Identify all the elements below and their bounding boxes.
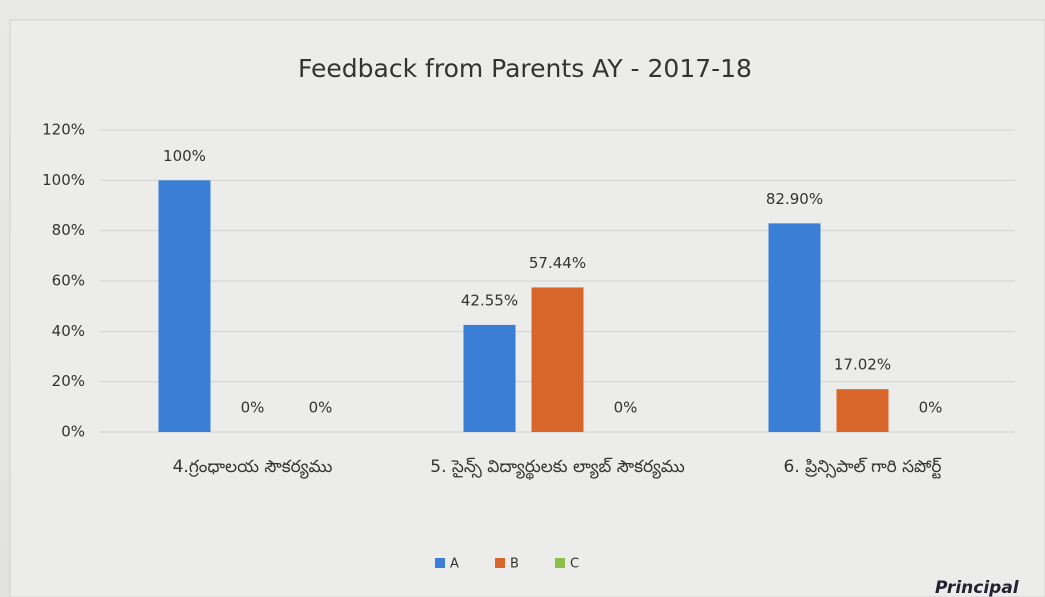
legend-label: C [570,557,579,572]
y-tick-label: 100% [42,171,85,189]
bar [158,180,211,432]
data-label: 0% [241,399,265,417]
data-label: 100% [163,147,206,165]
data-label: 0% [614,399,638,417]
x-tick-label: 5. సైన్స్ విద్యార్థులకు ల్యాబ్ సౌకర్యము [430,457,685,477]
data-label: 57.44% [529,254,586,272]
annotation: Principal [935,578,1020,597]
y-tick-label: 40% [52,322,85,340]
data-label: 82.90% [766,190,823,208]
bar [768,223,821,432]
data-label: 0% [919,399,943,417]
y-tick-label: 0% [61,423,85,441]
data-label: 42.55% [461,291,518,309]
bar [836,389,889,432]
data-label: 17.02% [834,356,891,374]
x-tick-label: 6. ప్రిన్సిపాల్ గారి సపోర్ట్ [783,457,942,477]
data-label: 0% [309,399,333,417]
legend-swatch [555,558,565,568]
legend-label: A [450,557,459,572]
legend-swatch [495,558,505,568]
y-tick-label: 80% [52,221,85,239]
bar [531,287,584,432]
legend-label: B [510,557,519,572]
y-tick-label: 60% [52,272,85,290]
bar [463,324,516,432]
legend-swatch [435,558,445,568]
chart-title: Feedback from Parents AY - 2017-18 [298,54,752,83]
y-tick-label: 20% [52,372,85,390]
x-tick-label: 4.గ్రంధాలయ సౌకర్యము [172,457,333,477]
y-tick-label: 120% [42,121,85,139]
